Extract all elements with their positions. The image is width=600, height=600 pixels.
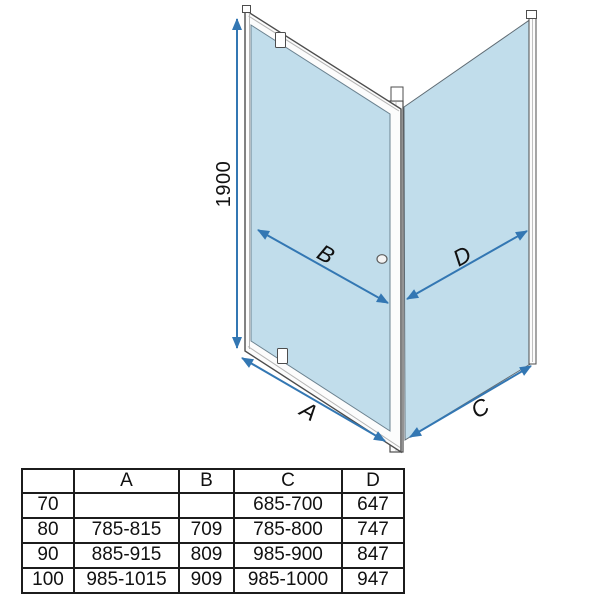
size-table: A B C D 70 685-700 647 80 785-815 709 78…: [21, 468, 405, 594]
dimension-a-label: A: [294, 395, 322, 426]
door-top-hinge: [275, 32, 286, 48]
table-cell: 985-900: [233, 541, 343, 569]
table-cell: [178, 491, 235, 519]
table-cell: 809: [178, 541, 235, 569]
table-header-cell: A: [73, 468, 180, 494]
table-header-cell: B: [178, 468, 235, 494]
table-cell: 947: [341, 566, 405, 594]
dimension-height-label: 1900: [213, 161, 235, 208]
door-handle: [376, 254, 388, 264]
door-top-profile-line: [248, 15, 400, 112]
dimension-arrows: [232, 18, 532, 442]
table-cell: 909: [178, 566, 235, 594]
table-header-cell: C: [233, 468, 343, 494]
table-cell: [73, 491, 180, 519]
table-cell: 685-700: [233, 491, 343, 519]
table-header-row: A B C D: [21, 468, 405, 494]
door-bottom-hinge: [277, 348, 288, 364]
dimension-a-line: [241, 357, 386, 442]
table-cell: 785-800: [233, 516, 343, 544]
table-row: 90 885-915 809 985-900 847: [21, 541, 405, 569]
table-cell: 90: [21, 541, 75, 569]
corner-post-top-cap: [390, 86, 404, 102]
table-row: 80 785-815 709 785-800 747: [21, 516, 405, 544]
door-top-left-cap: [242, 5, 251, 13]
table-cell: 709: [178, 516, 235, 544]
table-cell: 885-915: [73, 541, 180, 569]
shower-enclosure-diagram: 1900 B D A C: [213, 5, 537, 454]
table-cell: 985-1015: [73, 566, 180, 594]
table-cell: 847: [341, 541, 405, 569]
table-cell: 70: [21, 491, 75, 519]
table-cell: 747: [341, 516, 405, 544]
dimension-b-line: [257, 229, 389, 304]
table-row: 100 985-1015 909 985-1000 947: [21, 566, 405, 594]
door-glass: [250, 24, 391, 432]
side-panel-top-cap: [526, 10, 537, 19]
table-header-cell: [21, 468, 75, 494]
table-cell: 100: [21, 566, 75, 594]
table-cell: 80: [21, 516, 75, 544]
dimension-c-line: [409, 365, 532, 438]
table-header-cell: D: [341, 468, 405, 494]
table-cell: 647: [341, 491, 405, 519]
dimension-d-line: [406, 230, 528, 300]
table-row: 70 685-700 647: [21, 491, 405, 519]
table-cell: 985-1000: [233, 566, 343, 594]
table-cell: 785-815: [73, 516, 180, 544]
